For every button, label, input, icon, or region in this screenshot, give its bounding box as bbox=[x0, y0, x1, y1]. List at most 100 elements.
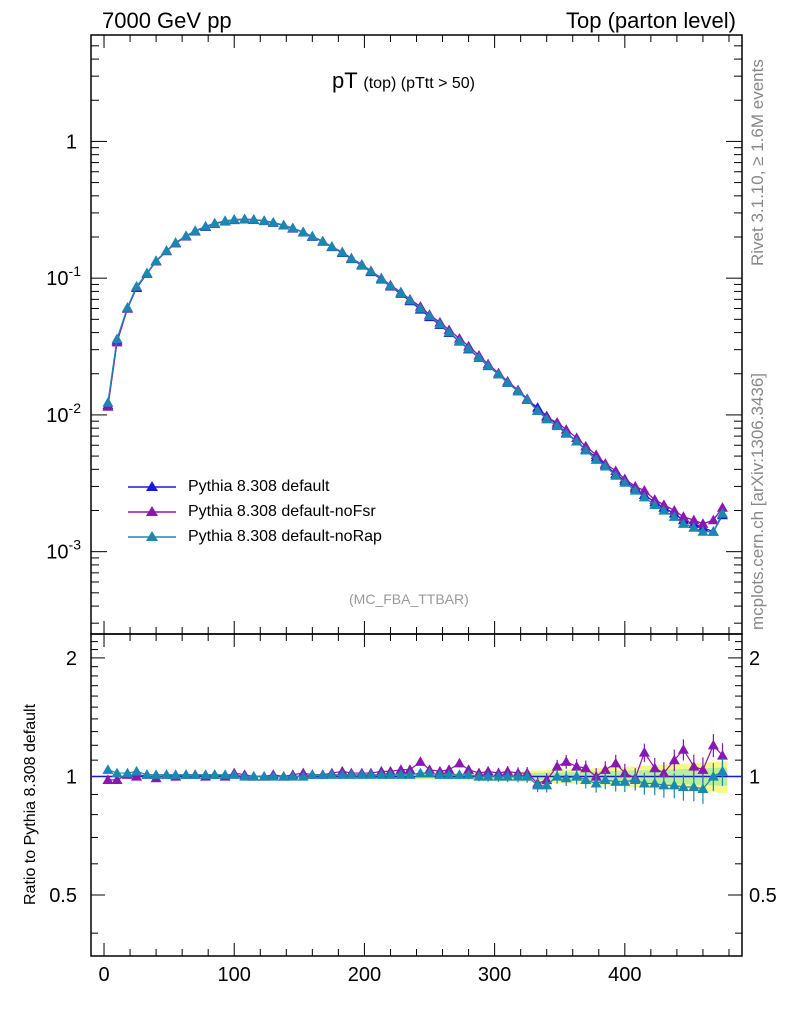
data-point bbox=[248, 214, 260, 224]
ratio-point bbox=[512, 770, 524, 781]
data-point bbox=[638, 485, 650, 495]
data-point bbox=[512, 385, 524, 396]
ratio-point bbox=[453, 757, 465, 768]
ratio-point bbox=[189, 769, 201, 779]
ratio-point bbox=[258, 770, 270, 781]
ratio-point bbox=[610, 776, 622, 786]
ratio-point bbox=[443, 764, 455, 774]
ratio-point bbox=[404, 769, 416, 779]
data-point bbox=[424, 310, 436, 320]
data-point bbox=[326, 241, 338, 251]
x-tick-label: 0 bbox=[98, 964, 109, 986]
ratio-point bbox=[434, 769, 446, 779]
ratio-point bbox=[668, 754, 680, 765]
ratio-point bbox=[482, 765, 494, 776]
ratio-point bbox=[502, 765, 514, 776]
ratio-point bbox=[688, 760, 700, 771]
ratio-point bbox=[287, 770, 299, 781]
ratio-point bbox=[345, 769, 357, 779]
process-label: Top (parton level) bbox=[566, 8, 736, 33]
ratio-point bbox=[356, 769, 368, 779]
ratio-point bbox=[209, 769, 221, 779]
ratio-point bbox=[580, 774, 592, 785]
ratio-point bbox=[375, 769, 387, 779]
ratio-point bbox=[560, 772, 572, 783]
ratio-point bbox=[688, 781, 700, 792]
data-point bbox=[580, 444, 592, 455]
ratio-point bbox=[571, 760, 583, 771]
data-point bbox=[375, 273, 387, 283]
ratio-point bbox=[141, 769, 153, 779]
ratio-point bbox=[131, 765, 143, 776]
data-point bbox=[649, 494, 661, 504]
data-point bbox=[638, 491, 650, 502]
data-point bbox=[453, 335, 465, 345]
data-point bbox=[668, 511, 680, 521]
ratio-point bbox=[482, 770, 494, 781]
data-point bbox=[102, 397, 114, 407]
ratio-point bbox=[395, 769, 407, 779]
data-point bbox=[395, 287, 407, 298]
ratio-point bbox=[532, 779, 544, 790]
data-point bbox=[571, 435, 583, 446]
ratio-panel bbox=[90, 633, 743, 957]
ratio-point bbox=[102, 774, 114, 785]
legend-item-default: Pythia 8.308 default bbox=[128, 476, 428, 498]
ratio-y-tick-label-right: 2 bbox=[749, 648, 760, 670]
data-point bbox=[677, 511, 689, 521]
analysis-watermark: (MC_FBA_TTBAR) bbox=[349, 591, 469, 607]
ratio-point bbox=[599, 764, 611, 774]
data-point bbox=[287, 222, 299, 233]
data-point bbox=[629, 485, 641, 495]
main-axis-ticks: 1 10-1 10-2 10-3 bbox=[46, 34, 742, 634]
ratio-point bbox=[453, 769, 465, 779]
legend-item-nofsr: Pythia 8.308 default-noFsr bbox=[128, 501, 428, 523]
ratio-point bbox=[404, 764, 416, 774]
rivet-version-label: Rivet 3.1.10, ≥ 1.6M events bbox=[748, 59, 767, 266]
ratio-point bbox=[200, 769, 212, 779]
data-point bbox=[716, 502, 728, 512]
ratio-point bbox=[414, 767, 426, 778]
ratio-series bbox=[91, 734, 742, 804]
ratio-point bbox=[365, 769, 377, 779]
ratio-point bbox=[541, 779, 553, 790]
x-tick-label: 300 bbox=[478, 964, 511, 986]
data-point bbox=[384, 280, 396, 290]
legend-label-nofsr: Pythia 8.308 default-noFsr bbox=[188, 503, 376, 520]
ratio-point bbox=[619, 776, 631, 786]
ratio-point bbox=[677, 744, 689, 754]
data-point bbox=[180, 230, 192, 240]
ratio-point bbox=[317, 769, 329, 779]
data-point bbox=[532, 405, 544, 416]
data-point bbox=[482, 360, 494, 370]
ratio-point bbox=[424, 767, 436, 778]
ratio-point bbox=[590, 777, 602, 788]
ratio-point bbox=[521, 770, 533, 781]
x-tick-label: 200 bbox=[348, 964, 381, 986]
data-point bbox=[610, 470, 622, 480]
data-point bbox=[306, 230, 318, 241]
ratio-point bbox=[697, 783, 709, 793]
ratio-point bbox=[551, 770, 563, 781]
data-point bbox=[161, 245, 173, 255]
ratio-y-tick-label: 2 bbox=[66, 648, 77, 670]
legend-label-norap: Pythia 8.308 default-noRap bbox=[188, 528, 382, 545]
ratio-point bbox=[306, 769, 318, 779]
ratio-point bbox=[502, 770, 514, 781]
ratio-point bbox=[629, 774, 641, 785]
plot-title-sub: (top) (pTtt > 50) bbox=[363, 75, 475, 92]
ratio-point bbox=[111, 767, 123, 778]
data-point bbox=[111, 333, 123, 343]
data-point bbox=[414, 303, 426, 313]
ratio-point bbox=[463, 764, 475, 774]
data-point bbox=[707, 526, 719, 536]
data-point bbox=[658, 499, 670, 509]
ratio-point bbox=[102, 764, 114, 774]
y-tick-label: 10-1 bbox=[46, 263, 81, 290]
legend-marker-norap bbox=[128, 531, 176, 541]
ratio-point bbox=[111, 774, 123, 785]
legend-item-norap: Pythia 8.308 default-noRap bbox=[128, 526, 428, 548]
y-tick-label: 1 bbox=[66, 131, 77, 153]
ratio-point bbox=[599, 774, 611, 785]
legend-marker-default bbox=[128, 481, 176, 491]
